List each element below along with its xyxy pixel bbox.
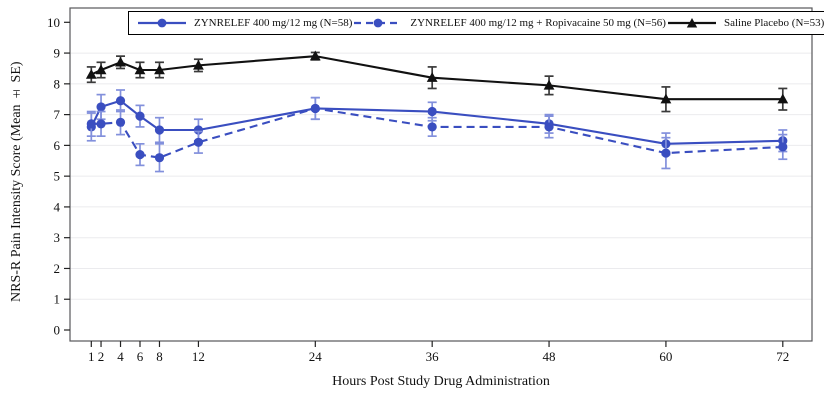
legend-label-placebo: Saline Placebo (N=53) <box>723 17 824 29</box>
x-tick-label: 72 <box>776 349 789 364</box>
y-tick-label: 2 <box>54 261 61 276</box>
data-point-circle <box>778 142 788 152</box>
y-tick-label: 5 <box>54 169 61 184</box>
y-tick-label: 9 <box>54 46 61 61</box>
y-tick-label: 1 <box>54 292 61 307</box>
x-tick-label: 48 <box>543 349 556 364</box>
x-tick-label: 12 <box>192 349 205 364</box>
data-point-triangle <box>309 50 321 61</box>
data-point-triangle <box>777 93 789 104</box>
data-point-circle <box>115 117 126 127</box>
series-line <box>90 99 783 145</box>
data-point-triangle <box>115 56 126 67</box>
y-tick-label: 0 <box>54 323 61 338</box>
legend-label-zynrelef: ZYNRELEF 400 mg/12 mg (N=58) <box>194 17 353 29</box>
y-axis-title: NRS-R Pain Intensity Score (Mean ± SE) <box>9 61 24 303</box>
x-tick-label: 1 <box>88 349 95 364</box>
series-line <box>91 107 783 159</box>
legend-swatch-dashed-circle <box>354 18 403 28</box>
data-point-triangle <box>134 64 146 75</box>
legend-swatch-solid-triangle <box>667 18 716 28</box>
x-tick-label: 36 <box>426 349 440 364</box>
data-point-circle <box>427 122 437 132</box>
y-tick-label: 3 <box>54 230 61 245</box>
data-point-triangle <box>543 79 555 90</box>
y-tick-label: 7 <box>54 107 61 122</box>
data-point-triangle <box>95 64 107 75</box>
legend-entry-placebo: Saline Placebo (N=53) <box>666 17 824 29</box>
x-tick-label: 8 <box>156 349 163 364</box>
y-tick-label: 8 <box>54 76 61 91</box>
data-point-circle <box>154 125 165 135</box>
series-line <box>90 55 783 101</box>
legend-swatch-solid-circle <box>138 18 186 28</box>
x-tick-label: 4 <box>117 349 124 364</box>
data-point-triangle <box>85 69 97 79</box>
data-point-circle <box>154 153 165 163</box>
data-point-circle <box>96 119 106 129</box>
plot-frame <box>69 7 813 342</box>
x-tick-label: 2 <box>98 349 105 364</box>
data-point-triangle <box>154 64 165 75</box>
data-point-triangle <box>193 59 204 70</box>
data-point-circle <box>96 102 106 112</box>
data-point-triangle <box>426 72 438 82</box>
y-tick-label: 10 <box>47 15 60 30</box>
data-point-circle <box>661 148 671 158</box>
x-tick-label: 6 <box>137 349 144 364</box>
x-tick-label: 24 <box>309 349 323 364</box>
data-point-circle <box>135 111 145 121</box>
chart-legend: ZYNRELEF 400 mg/12 mg (N=58) ZYNRELEF 40… <box>128 11 824 35</box>
data-point-circle <box>427 106 437 117</box>
data-point-circle <box>193 137 204 147</box>
y-tick-label: 6 <box>54 138 61 153</box>
x-tick-label: 60 <box>659 349 672 364</box>
legend-label-zynrelef-ropivacaine: ZYNRELEF 400 mg/12 mg + Ropivacaine 50 m… <box>410 17 666 29</box>
data-point-circle <box>115 96 126 106</box>
data-point-circle <box>310 103 320 114</box>
legend-entry-zynrelef: ZYNRELEF 400 mg/12 mg (N=58) <box>136 17 352 29</box>
x-axis-title: Hours Post Study Drug Administration <box>332 374 550 389</box>
data-point-circle <box>135 150 145 160</box>
y-tick-label: 4 <box>54 199 61 214</box>
data-point-circle <box>544 122 554 132</box>
data-point-triangle <box>660 93 672 104</box>
data-point-circle <box>86 119 96 129</box>
legend-entry-zynrelef-ropivacaine: ZYNRELEF 400 mg/12 mg + Ropivacaine 50 m… <box>352 17 666 29</box>
